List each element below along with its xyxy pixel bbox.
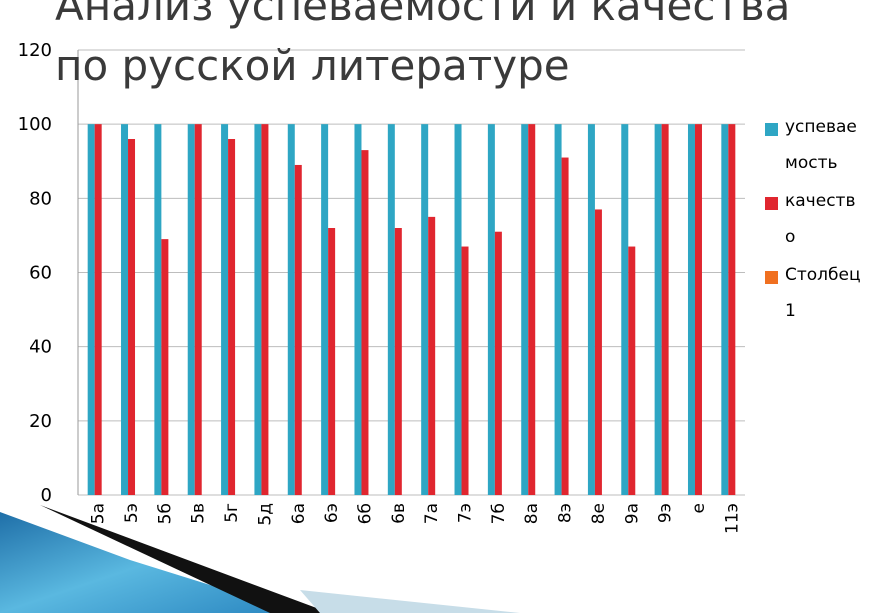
bar [454, 124, 462, 496]
chart-title: Анализ успеваемости и качества [55, 0, 790, 30]
decoration [40, 505, 330, 613]
bar [387, 124, 395, 496]
y-tick-label: 120 [18, 40, 52, 61]
y-tick-label: 100 [18, 114, 52, 135]
bar [728, 124, 736, 496]
legend-swatch [765, 123, 778, 136]
x-tick-label: 6в [389, 503, 409, 524]
x-tick-label: 8э [556, 503, 576, 523]
y-tick-label: 0 [41, 485, 52, 506]
legend-label: успеваемость [785, 117, 857, 173]
bar [128, 139, 136, 495]
bar [154, 124, 162, 496]
bar [721, 124, 729, 496]
bar [487, 124, 495, 496]
bar [328, 228, 336, 495]
x-tick-label: 11э [722, 503, 742, 534]
bar [494, 231, 502, 496]
bar [461, 246, 469, 495]
bar [654, 124, 662, 496]
x-tick-label: 5б [155, 503, 175, 524]
bar [687, 124, 695, 496]
bar [261, 124, 269, 496]
bar [628, 246, 636, 495]
chart-title: по русской литературе [55, 41, 570, 90]
legend-label: Столбец1 [785, 265, 861, 321]
x-tick-label: 8а [522, 503, 542, 524]
x-tick-label: е [689, 503, 709, 513]
bar [594, 209, 602, 496]
bar [354, 124, 362, 496]
bar [587, 124, 595, 496]
bar [421, 124, 429, 496]
decoration [0, 512, 300, 613]
x-tick-label: 5д [255, 503, 275, 526]
bar [554, 124, 562, 496]
x-tick-label: 5а [89, 503, 109, 524]
bar [294, 164, 302, 496]
x-tick-label: 7б [489, 503, 509, 524]
bar [94, 124, 102, 496]
x-tick-label: 6э [322, 503, 342, 523]
decoration [300, 590, 520, 613]
bar [121, 124, 129, 496]
bar [321, 124, 329, 496]
y-tick-label: 40 [29, 337, 52, 358]
bar [561, 157, 569, 495]
y-tick-label: 60 [29, 263, 52, 284]
bar [221, 124, 229, 496]
bar [694, 124, 702, 496]
x-tick-label: 7а [422, 503, 442, 524]
x-tick-label: 9а [622, 503, 642, 524]
bar [287, 124, 295, 496]
legend-swatch [765, 197, 778, 210]
bar [361, 150, 369, 495]
bar [528, 124, 536, 496]
x-tick-label: 5в [189, 503, 209, 524]
x-tick-label: 5г [222, 503, 242, 523]
y-tick-label: 80 [29, 188, 52, 209]
bar [228, 139, 236, 495]
bar [161, 239, 169, 495]
x-tick-label: 9э [656, 503, 676, 523]
bar [194, 124, 202, 496]
bar [187, 124, 195, 496]
bar [621, 124, 629, 496]
x-tick-label: 6а [289, 503, 309, 524]
bar [394, 228, 402, 495]
legend-swatch [765, 271, 778, 284]
legend-label: качество [785, 191, 856, 247]
bar [87, 124, 95, 496]
bar [428, 216, 436, 495]
bar [254, 124, 262, 496]
bar [661, 124, 669, 496]
bar [521, 124, 529, 496]
x-tick-label: 5э [122, 503, 142, 523]
x-tick-label: 7э [456, 503, 476, 523]
y-tick-label: 20 [29, 411, 52, 432]
x-tick-label: 6б [355, 503, 375, 524]
x-tick-label: 8е [589, 503, 609, 524]
